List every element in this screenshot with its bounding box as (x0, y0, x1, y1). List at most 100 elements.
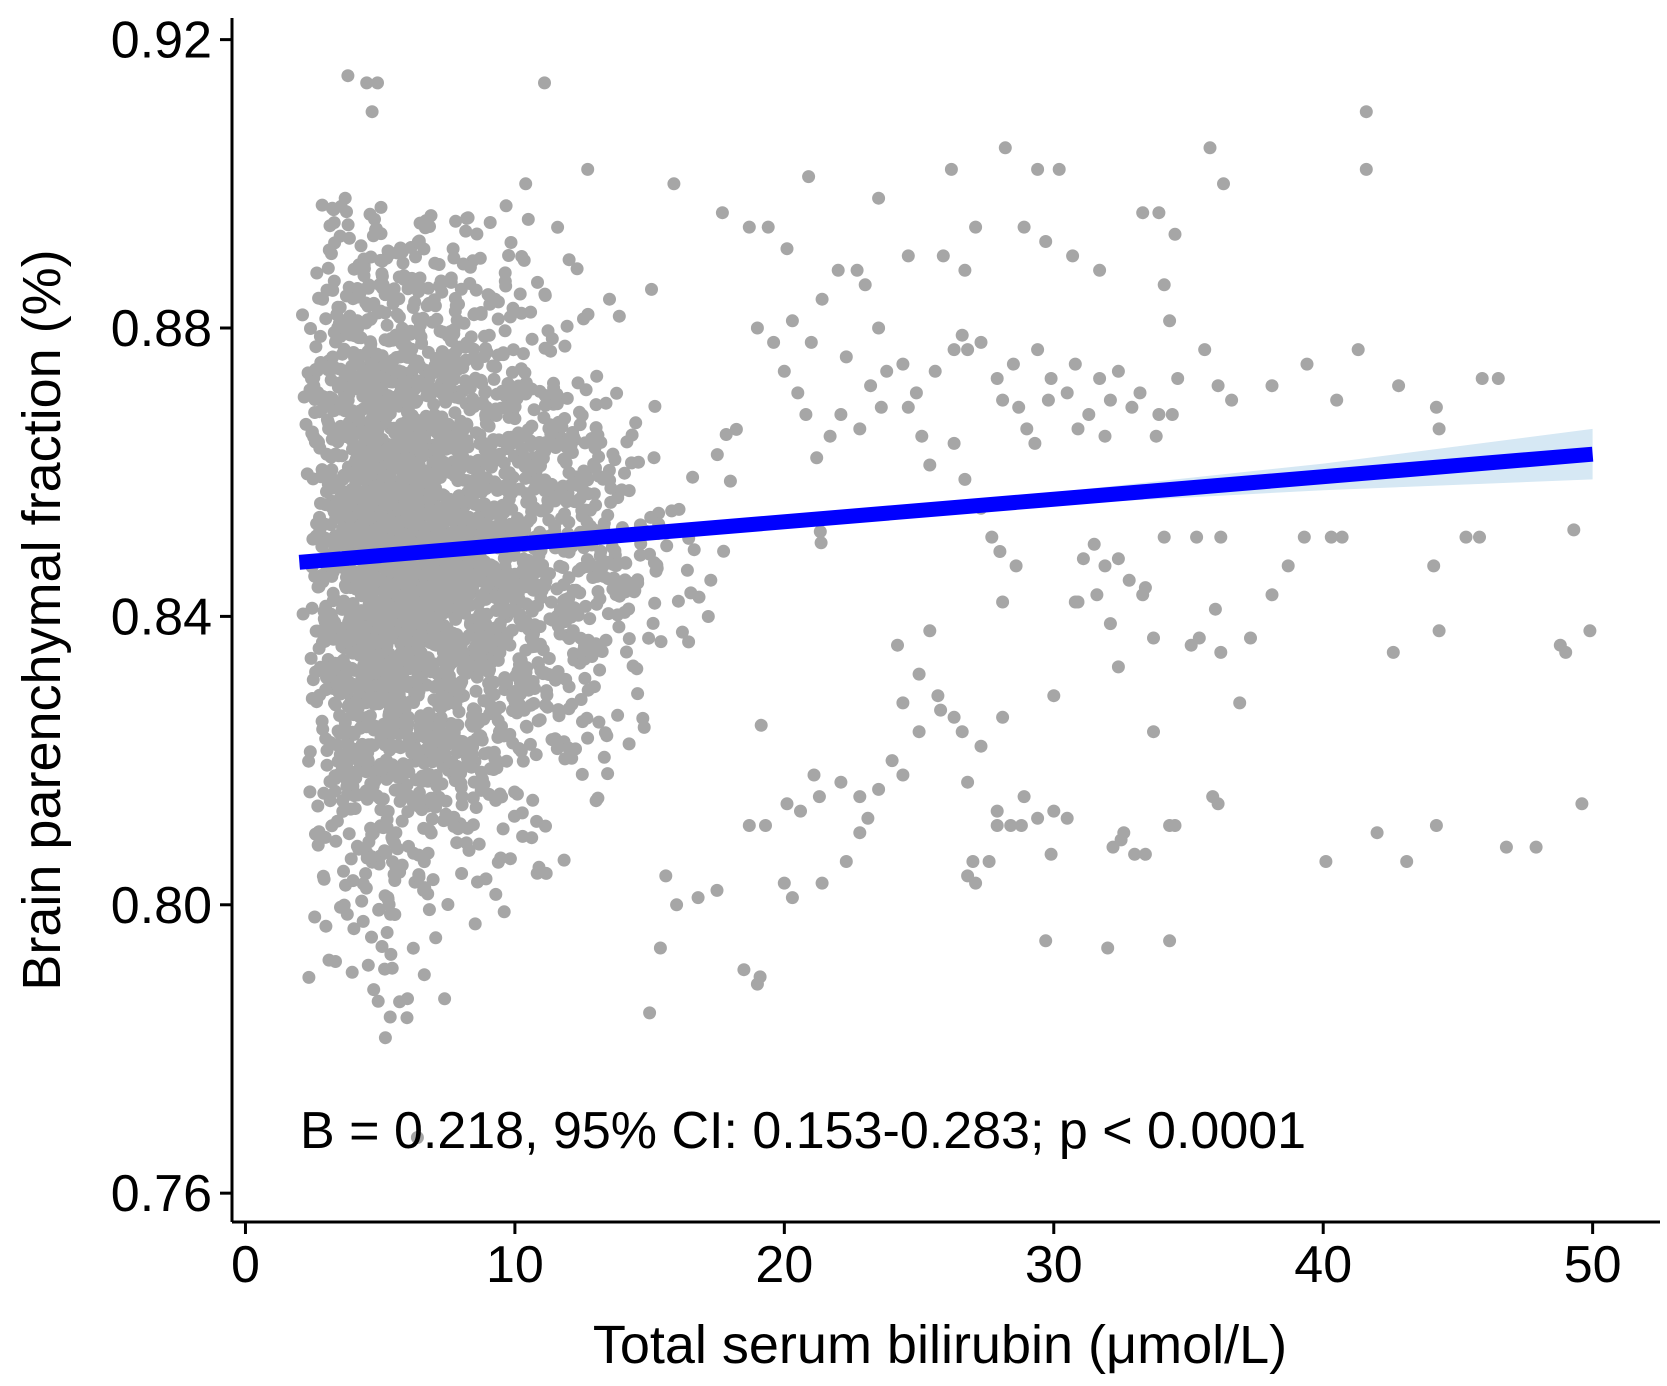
data-point (325, 463, 339, 477)
data-point (1066, 249, 1080, 263)
data-point (627, 585, 641, 599)
data-point (785, 891, 799, 905)
data-point (579, 468, 593, 482)
data-point (864, 379, 878, 393)
data-point (395, 858, 409, 872)
data-point (366, 584, 380, 598)
data-point (872, 191, 886, 205)
data-point (544, 595, 558, 609)
data-point (388, 695, 402, 709)
data-point (557, 452, 571, 466)
data-point (436, 439, 450, 453)
data-point (413, 727, 427, 741)
data-point (567, 601, 581, 615)
data-point (333, 482, 347, 496)
data-point (642, 631, 656, 645)
data-point (1071, 422, 1085, 436)
data-point (1297, 530, 1311, 544)
data-point (311, 838, 325, 852)
data-point (411, 670, 425, 684)
data-point (955, 725, 969, 739)
data-point (460, 211, 474, 225)
data-point (1004, 819, 1018, 832)
data-point (413, 359, 426, 373)
data-point (374, 504, 388, 518)
y-tick-label: 0.84 (111, 588, 212, 646)
data-point (397, 269, 411, 283)
data-point (414, 376, 428, 390)
data-point (1157, 278, 1171, 292)
data-point (450, 759, 464, 773)
data-point (359, 296, 373, 310)
data-point (332, 538, 346, 552)
data-point (505, 365, 519, 379)
data-point (523, 737, 537, 751)
data-point (815, 292, 829, 306)
data-point (498, 324, 512, 338)
data-point (421, 466, 435, 480)
data-point (397, 767, 410, 781)
data-point (518, 523, 532, 537)
data-point (767, 335, 781, 349)
data-point (579, 383, 593, 397)
data-point (470, 670, 484, 684)
data-point (496, 635, 510, 649)
data-point (1012, 400, 1026, 414)
data-point (505, 519, 519, 533)
data-point (659, 869, 673, 883)
data-point (427, 480, 441, 494)
data-point (526, 793, 540, 807)
data-point (381, 804, 395, 818)
data-point (537, 411, 551, 425)
data-point (408, 798, 422, 812)
data-point (479, 471, 493, 485)
data-point (1281, 559, 1295, 573)
data-point (516, 347, 530, 361)
data-point (478, 555, 492, 569)
data-point (573, 418, 587, 432)
data-point (536, 565, 549, 578)
data-point (317, 786, 331, 800)
data-point (372, 724, 386, 737)
data-point (354, 239, 368, 253)
data-point (369, 634, 383, 648)
data-point (1184, 638, 1198, 652)
data-point (961, 343, 975, 357)
data-point (315, 635, 329, 649)
data-point (323, 775, 337, 788)
data-point (813, 525, 827, 539)
data-point (464, 461, 478, 475)
data-point (347, 346, 360, 359)
data-point (454, 282, 468, 296)
data-point (564, 439, 578, 453)
data-point (371, 432, 385, 446)
data-point (601, 508, 615, 522)
data-point (321, 261, 335, 275)
data-point (1111, 552, 1125, 566)
data-point (380, 926, 394, 939)
data-point (313, 329, 327, 343)
data-point (406, 513, 420, 527)
data-point (650, 561, 664, 575)
data-point (785, 314, 799, 328)
data-point (961, 775, 975, 789)
data-point (489, 604, 503, 617)
data-point (341, 635, 355, 649)
data-point (551, 703, 565, 717)
data-point (357, 252, 371, 266)
data-point (1052, 162, 1066, 176)
data-point (891, 638, 904, 652)
data-point (317, 872, 331, 886)
data-point (499, 401, 513, 415)
data-point (493, 700, 507, 714)
data-point (482, 328, 496, 342)
data-point (462, 510, 476, 524)
data-point (519, 643, 533, 657)
data-point (1060, 811, 1074, 825)
data-point (424, 791, 438, 805)
data-point (996, 710, 1010, 724)
data-point (1106, 840, 1120, 854)
data-point (406, 941, 420, 955)
data-point (1071, 595, 1085, 609)
data-point (1233, 696, 1247, 710)
